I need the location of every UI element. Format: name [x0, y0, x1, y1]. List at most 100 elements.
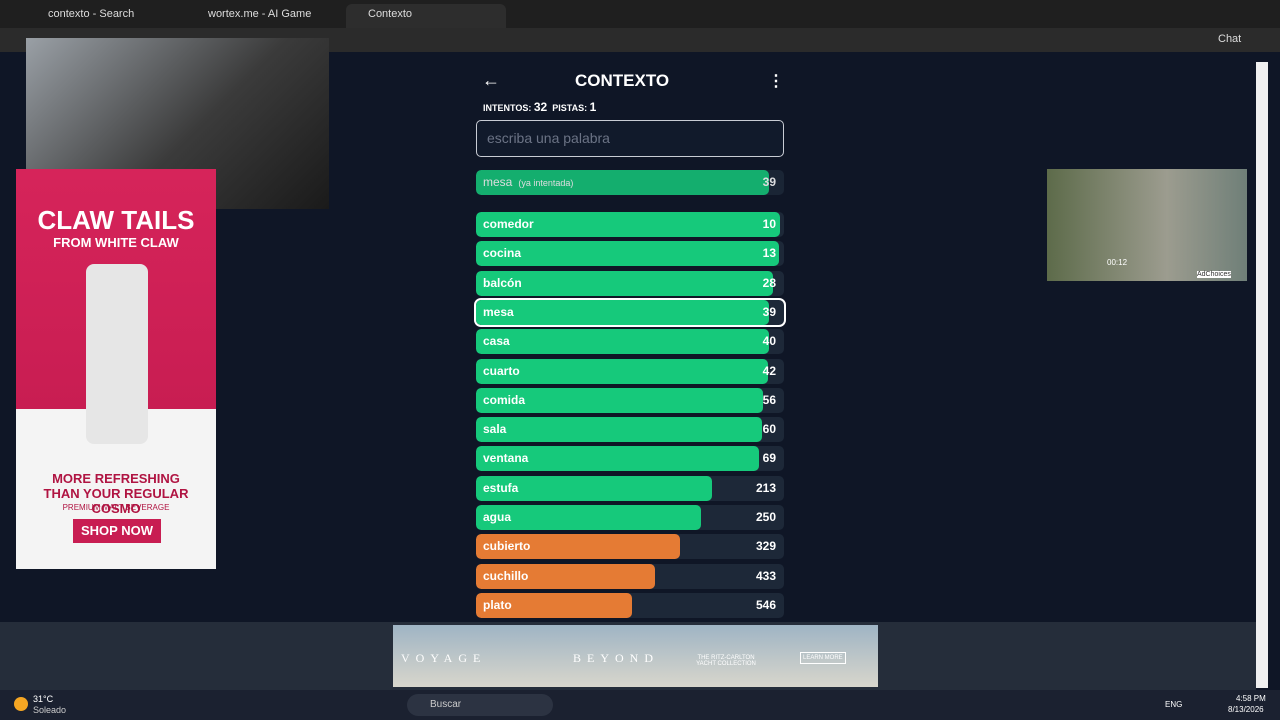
guess-word: mesa (ya intentada)	[483, 175, 574, 189]
search-box[interactable]: Buscar	[407, 694, 553, 716]
rank-bar	[476, 329, 769, 355]
guess-word: cubierto	[483, 539, 531, 554]
guess-rank: 329	[755, 539, 776, 554]
guess-row: comida 56	[476, 387, 784, 413]
rank-bar	[476, 505, 702, 530]
ad-cta[interactable]: LEARN MORE	[800, 652, 846, 664]
ad-cta[interactable]: SHOP NOW	[73, 519, 161, 543]
hints-label: PISTAS:	[552, 103, 588, 113]
tab[interactable]: contexto - Search	[48, 8, 135, 20]
guess-row: cocina 13	[476, 241, 784, 267]
weather: Soleado	[33, 705, 67, 715]
ad-choices[interactable]: AdChoices	[1197, 271, 1231, 278]
guess-rank: 42	[762, 363, 776, 378]
taskbar: 31°C Soleado Buscar ENG 4:58 PM 8/13/202…	[0, 690, 1280, 720]
guess-row: cuchillo 433	[476, 563, 784, 589]
guess-rank: 60	[762, 422, 776, 437]
ad-brand: CLAW TAILS	[37, 205, 195, 235]
weather-icon	[14, 697, 28, 711]
rank-bar	[476, 170, 770, 195]
guess-row: cuarto 42	[476, 358, 784, 384]
language[interactable]: ENG	[1165, 700, 1183, 709]
rank-bar	[476, 387, 764, 413]
ad-text: VOYAGE	[401, 651, 487, 665]
word-input[interactable]: escriba una palabra	[476, 120, 784, 157]
attempts: 32	[533, 100, 548, 114]
clock-date[interactable]: 8/13/2026	[1228, 705, 1264, 714]
tab[interactable]: Contexto	[346, 4, 506, 28]
rank-bar	[476, 212, 781, 237]
guess-row: sala 60	[476, 417, 784, 443]
clock-time[interactable]: 4:58 PM	[1236, 694, 1266, 703]
rank-bar	[476, 299, 770, 325]
guess-note: (ya intentada)	[518, 178, 574, 188]
guess-rank: 56	[762, 392, 776, 407]
guess-row: mesa (ya intentada) 39	[476, 170, 784, 195]
guess-word: sala	[483, 422, 507, 437]
rank-bar	[476, 563, 656, 589]
guess-word: plato	[483, 597, 512, 612]
guess-rank: 40	[762, 334, 776, 349]
guess-rank: 39	[762, 175, 776, 189]
rank-bar	[476, 358, 769, 384]
temperature: 31°C	[33, 694, 54, 704]
guess-rank: 13	[762, 246, 776, 261]
back-button[interactable]: ←	[482, 70, 500, 90]
guess-row: ventana 69	[476, 446, 784, 472]
ad-headline: MORE REFRESHING THAN YOUR REGULAR COSMO	[43, 471, 189, 516]
ad-text: BEYOND	[573, 651, 659, 665]
guess-row: comedor 10	[476, 212, 784, 237]
guess-word: comedor	[483, 217, 534, 231]
ad-from: FROM WHITE CLAW	[53, 235, 179, 250]
guess-row: cubierto 329	[476, 534, 784, 560]
ad-sub: PREMIUM MALT BEVERAGE	[62, 503, 170, 512]
stats: INTENTOS: 32 PISTAS: 1	[483, 100, 596, 114]
scrollbar[interactable]	[1256, 62, 1268, 688]
guess-rank: 250	[755, 510, 776, 524]
guess-row: estufa 213	[476, 475, 784, 501]
guess-word: mesa	[483, 304, 514, 319]
ad-video[interactable]: 00:12 AdChoices	[1047, 169, 1247, 281]
hints: 1	[589, 100, 597, 114]
guess-word: casa	[483, 334, 510, 349]
guess-word: ventana	[483, 451, 529, 466]
rank-bar	[476, 241, 780, 267]
guess-word: balcón	[483, 275, 522, 290]
guess-word: cuarto	[483, 363, 520, 378]
game-title: CONTEXTO	[575, 71, 670, 90]
guess-rank: 213	[755, 480, 776, 495]
video-time: 00:12	[1107, 258, 1128, 267]
guess-word: cuchillo	[483, 568, 529, 583]
tab-strip	[0, 0, 1280, 28]
guess-word: cocina	[483, 246, 522, 261]
menu-button[interactable]: ⋮	[768, 73, 784, 90]
guess-rank: 28	[762, 275, 776, 290]
guess-row: casa 40	[476, 329, 784, 355]
rank-bar	[476, 270, 774, 296]
rank-bar	[476, 534, 681, 560]
rank-bar	[476, 475, 712, 501]
guess-rank: 10	[762, 217, 776, 231]
guess-word: agua	[483, 510, 512, 524]
chat-button[interactable]: Chat	[1218, 33, 1242, 45]
rank-bar	[476, 417, 762, 443]
ad-brand: THE RITZ-CARLTON YACHT COLLECTION	[696, 655, 756, 667]
rank-bar	[476, 446, 759, 472]
guess-rank: 546	[755, 597, 776, 612]
guess-row: agua 250	[476, 505, 784, 530]
guess-row: balcón 28	[476, 270, 784, 296]
ad-can	[86, 264, 148, 444]
guess-word: estufa	[483, 480, 519, 495]
guess-row: plato 546	[476, 592, 784, 618]
guess-rank: 433	[755, 568, 776, 583]
guess-rank: 69	[762, 451, 776, 466]
guess-rank: 39	[762, 304, 776, 319]
guess-row: mesa 39	[474, 297, 786, 327]
ad-bottom[interactable]: VOYAGE BEYOND THE RITZ-CARLTON YACHT COL…	[393, 625, 878, 687]
attempts-label: INTENTOS:	[483, 103, 532, 113]
tab[interactable]: wortex.me - AI Game	[208, 8, 312, 20]
rank-bar	[476, 592, 632, 618]
ad-left[interactable]: CLAW TAILS FROM WHITE CLAW MORE REFRESHI…	[16, 169, 216, 569]
